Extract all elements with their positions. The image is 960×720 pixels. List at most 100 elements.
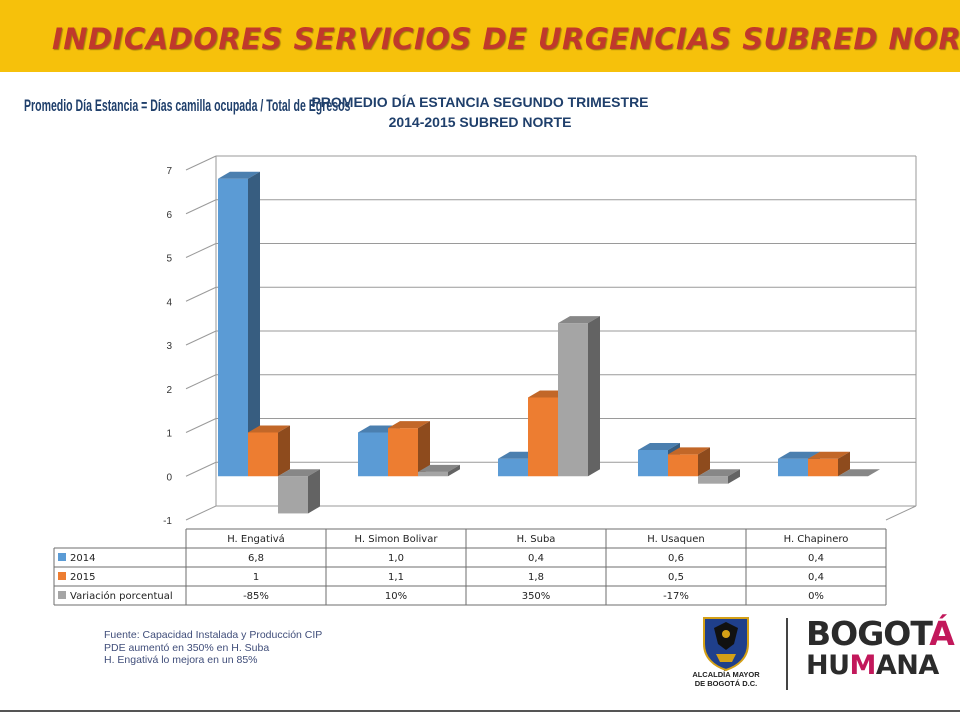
footnote-source: Fuente: Capacidad Instalada y Producción…	[104, 629, 323, 641]
bogota-humana-logo: BOGOTÁ HUMANA	[806, 614, 955, 681]
y-tick-label: 7	[166, 166, 172, 177]
footnote: Fuente: Capacidad Instalada y Producción…	[104, 629, 322, 667]
gridline-side	[185, 461, 217, 477]
chart-title-line2: 2014-2015 SUBRED NORTE	[388, 114, 572, 130]
floor-edge	[885, 505, 917, 521]
y-tick-label: 0	[166, 472, 172, 483]
bar-side	[278, 425, 290, 477]
bar-top	[388, 421, 430, 429]
bar-front	[698, 476, 728, 484]
data-label: 10%	[385, 591, 407, 602]
chart-title: PROMEDIO DÍA ESTANCIA SEGUNDO TRIMESTRE …	[260, 92, 700, 132]
y-tick-label: 4	[166, 297, 172, 308]
bar-top	[838, 469, 880, 477]
bar-front	[218, 178, 248, 477]
legend-series-name: Variación porcentual	[70, 590, 173, 602]
bar-front	[808, 458, 838, 477]
bar-top	[778, 451, 820, 459]
bar-1-2	[418, 464, 460, 477]
data-label: 0,6	[668, 553, 684, 564]
bar-top	[668, 447, 710, 455]
gridline-side	[185, 286, 217, 302]
bar-top	[558, 316, 600, 324]
logo-divider	[786, 618, 788, 690]
data-label: -17%	[663, 591, 689, 602]
bar-0-0	[218, 171, 260, 477]
bar-top	[808, 451, 850, 459]
y-tick-label: 2	[166, 385, 172, 396]
legend-series-name: 2015	[70, 572, 95, 583]
bar-side	[588, 316, 600, 477]
bar-top	[248, 425, 290, 433]
y-tick-label: 3	[166, 341, 172, 352]
bar-top	[698, 469, 740, 477]
bar-2-2	[558, 316, 600, 477]
data-label: 0,5	[668, 572, 684, 583]
gridline-side	[185, 155, 217, 171]
bar-side	[728, 469, 740, 484]
data-label: 1,0	[388, 553, 404, 564]
header-banner: INDICADORES SERVICIOS DE URGENCIAS SUBRE…	[0, 0, 960, 72]
category-label: H. Engativá	[227, 533, 285, 545]
alcaldia-logo-text: ALCALDÍA MAYOR DE BOGOTÁ D.C.	[692, 670, 760, 688]
bar-side	[248, 171, 260, 477]
formula-label: Promedio Día Estancia = Días camilla ocu…	[24, 96, 351, 115]
chart-title-line1: PROMEDIO DÍA ESTANCIA SEGUNDO TRIMESTRE	[311, 94, 649, 110]
bar-side	[308, 469, 320, 514]
footnote-note-suba: PDE aumentó en 350% en H. Suba	[104, 641, 270, 654]
bar-side	[418, 421, 430, 477]
alcaldia-shield-logo	[703, 617, 749, 672]
bar-3-1	[668, 447, 710, 477]
y-tick-label: -1	[163, 516, 172, 527]
bar-top	[278, 469, 320, 477]
gridline-side	[185, 505, 217, 521]
bar-4-2	[838, 469, 880, 477]
gridline-side	[185, 199, 217, 215]
bar-chart: -1 0 1 2 3 4 5 6 7 H. Engativá H. Simon Bolivar H. …	[53, 155, 917, 606]
bar-3-2	[698, 469, 740, 484]
page-title: INDICADORES SERVICIOS DE URGENCIAS SUBRE…	[52, 22, 960, 56]
data-label: -85%	[243, 591, 269, 602]
footnote-note-engativa: H. Engativá lo mejora en un 85%	[104, 654, 258, 666]
y-tick-label: 5	[166, 254, 172, 265]
bar-front	[358, 432, 388, 477]
bar-0-1	[248, 425, 290, 477]
bar-front	[418, 471, 448, 477]
legend-swatch	[58, 553, 66, 561]
category-label: H. Usaquen	[647, 534, 705, 545]
bar-0-2	[278, 469, 320, 514]
bar-1-1	[388, 421, 430, 477]
data-label: 1,8	[528, 572, 544, 583]
bar-front	[498, 458, 528, 477]
gridline-side	[185, 374, 217, 390]
bar-front	[278, 476, 308, 514]
bar-front	[388, 428, 418, 477]
bar-side	[448, 464, 460, 477]
bar-front	[778, 458, 808, 477]
category-label: H. Suba	[517, 534, 556, 545]
data-label: 0,4	[528, 553, 544, 564]
bar-top	[638, 443, 680, 450]
bar-top	[418, 464, 460, 472]
legend-swatch	[58, 572, 66, 580]
data-label: 0,4	[808, 572, 824, 583]
bar-side	[698, 447, 710, 477]
bar-front	[668, 454, 698, 477]
data-label: 6,8	[248, 553, 264, 564]
bar-front	[528, 397, 558, 477]
legend-series-name: 2014	[70, 553, 95, 564]
y-tick-label: 1	[166, 429, 172, 440]
gridline-side	[185, 418, 217, 433]
bar-top	[218, 171, 260, 179]
category-label: H. Chapinero	[784, 534, 849, 545]
bar-front	[638, 450, 668, 477]
data-label: 1	[253, 572, 259, 583]
data-label: 0%	[808, 591, 824, 602]
bar-4-1	[808, 451, 850, 477]
data-label: 350%	[522, 591, 551, 602]
bar-front	[558, 323, 588, 477]
legend-swatch	[58, 591, 66, 599]
bar-front	[248, 432, 278, 477]
gridline-side	[185, 243, 217, 258]
category-label: H. Simon Bolivar	[355, 534, 439, 545]
